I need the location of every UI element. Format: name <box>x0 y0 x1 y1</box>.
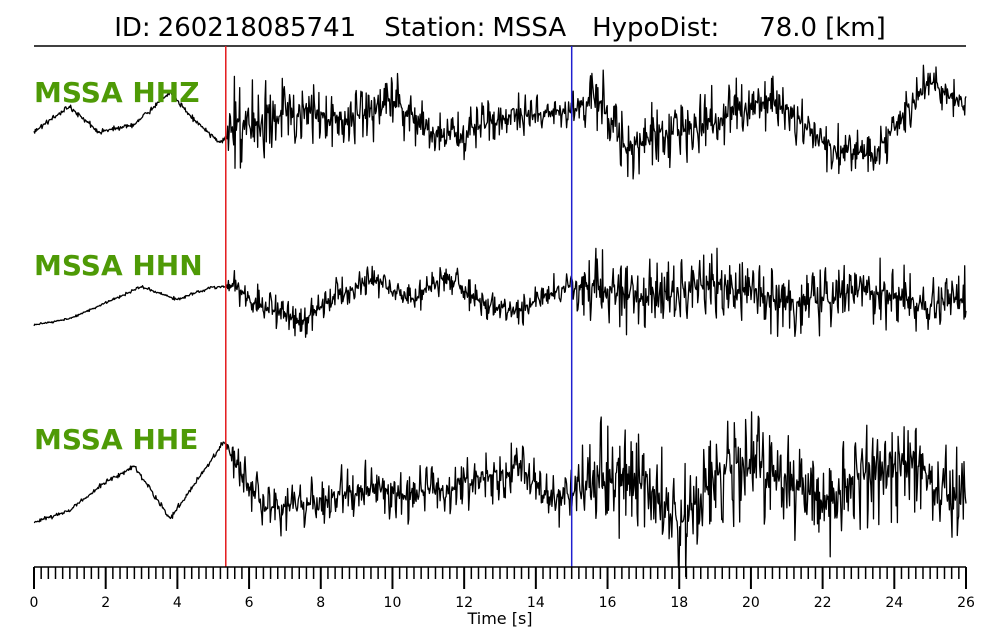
title-id-value: 260218085741 <box>158 13 357 43</box>
title-station-value: MSSA <box>492 13 566 43</box>
trace-mssa-hhn <box>33 247 967 338</box>
x-tick-label: 24 <box>885 595 903 611</box>
channel-label-mssa-hhe: MSSA HHE <box>34 423 198 456</box>
trace-group <box>33 64 967 578</box>
trace-mssa-hhz <box>33 64 967 180</box>
x-tick-label: 26 <box>957 595 975 611</box>
title-station-label: Station: <box>384 13 485 43</box>
x-tick-label: 12 <box>455 595 473 611</box>
x-axis-label: Time [s] <box>466 609 532 628</box>
x-tick-label: 18 <box>670 595 688 611</box>
trace-mssa-hhe <box>33 411 967 578</box>
title-hypodist-unit: [km] <box>825 13 886 43</box>
x-tick-label: 10 <box>384 595 402 611</box>
time-axis: 0 2 4 6 8 10 12 14 16 18 20 22 24 26 <box>30 566 975 611</box>
x-tick-label: 2 <box>101 595 110 611</box>
figure-title: ID: 260218085741 Station: MSSA HypoDist: 78.0… <box>114 13 886 43</box>
x-tick-label: 22 <box>814 595 832 611</box>
x-tick-label: 16 <box>599 595 617 611</box>
x-tick-label: 0 <box>30 595 39 611</box>
channel-label-mssa-hhz: MSSA HHZ <box>34 76 200 109</box>
title-hypodist-label: HypoDist: <box>592 13 719 43</box>
x-tick-label: 6 <box>245 595 254 611</box>
x-tick-label: 20 <box>742 595 760 611</box>
x-tick-label: 14 <box>527 595 545 611</box>
channel-labels: MSSA HHZ MSSA HHN MSSA HHE <box>34 76 203 456</box>
title-hypodist-value: 78.0 <box>759 13 817 43</box>
title-id-label: ID: <box>114 13 150 43</box>
pick-lines <box>225 46 573 567</box>
x-tick-label: 8 <box>316 595 325 611</box>
channel-label-mssa-hhn: MSSA HHN <box>34 249 203 282</box>
x-tick-label: 4 <box>173 595 182 611</box>
